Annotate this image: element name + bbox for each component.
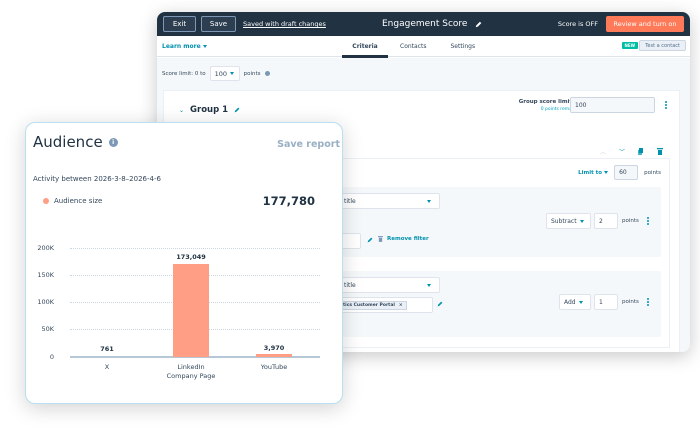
saved-draft-link[interactable]: Saved with draft changes — [243, 20, 326, 28]
limit-to-input[interactable]: 60 — [614, 165, 639, 180]
card-title-text: Audience — [33, 133, 103, 151]
bar-value-label: 173,049 — [176, 253, 206, 261]
audience-card: Audience i Save report Activity between … — [25, 122, 343, 404]
chip-label: tics Customer Portal — [343, 303, 395, 308]
info-icon[interactable]: i — [108, 137, 118, 147]
chevron-down-icon — [202, 44, 207, 48]
info-icon[interactable] — [264, 71, 270, 76]
score-limit-value: 100 — [214, 69, 228, 78]
grid-line — [70, 248, 320, 249]
y-tick: 150K — [37, 271, 54, 279]
group-score-limit-input[interactable]: 100 — [570, 97, 655, 113]
score-limit-row: Score limit: 0 to 100 points — [162, 66, 270, 81]
learn-more-label: Learn more — [162, 42, 201, 50]
filter-value-chip: tics Customer Portal × — [339, 301, 407, 310]
edit-title-icon[interactable] — [475, 21, 482, 28]
points-input[interactable]: 1 — [594, 294, 618, 310]
score-limit-select[interactable]: 100 — [209, 66, 240, 81]
filter-more-icon[interactable] — [647, 217, 649, 226]
new-badge: NEW — [621, 42, 638, 49]
points-unit: points — [622, 218, 639, 224]
y-tick: 100K — [37, 298, 54, 306]
property-select[interactable]: title — [335, 193, 440, 209]
activity-date-range: Activity between 2026-3-8–2026-4-6 — [33, 175, 161, 183]
remove-filter-button[interactable]: Remove filter — [378, 236, 429, 242]
limit-to-row: Limit to 60 points — [578, 165, 661, 180]
page-title-text: Engagement Score — [382, 19, 468, 29]
review-and-turn-on-button[interactable]: Review and turn on — [606, 16, 684, 32]
tab-settings[interactable]: Settings — [450, 43, 476, 50]
edit-filter-icon[interactable] — [367, 237, 373, 243]
x-axis — [70, 356, 320, 358]
move-up-icon[interactable]: ︿ — [599, 149, 606, 156]
bar-linkedin[interactable] — [173, 264, 209, 357]
group-score-limit: Group score limit +/- 0 points remaining — [519, 99, 583, 112]
x-category-label: LinkedIn Company Page — [166, 363, 216, 380]
audience-bar-chart: 200K 150K 100K 50K 0 761 173,049 3,970 X… — [26, 243, 344, 403]
limit-to-dropdown[interactable]: Limit to — [578, 169, 609, 176]
chart-legend: Audience size — [43, 197, 102, 205]
operation-value: Subtract — [551, 217, 577, 225]
y-tick: 200K — [37, 244, 54, 252]
bar-value-label: 761 — [100, 345, 114, 353]
chevron-down-icon — [230, 72, 235, 75]
remove-filter-label: Remove filter — [387, 236, 429, 242]
edit-filter-icon[interactable] — [437, 301, 443, 307]
operation-select[interactable]: Add — [559, 294, 591, 310]
limit-to-unit: points — [644, 169, 661, 176]
move-down-icon[interactable]: ﹀ — [618, 149, 625, 156]
points-remaining: 0 points remaining — [540, 107, 583, 112]
group-more-icon[interactable] — [665, 101, 667, 110]
chevron-down-icon — [578, 300, 583, 304]
property-value: title — [344, 197, 356, 205]
operation-select[interactable]: Subtract — [546, 213, 591, 229]
save-button[interactable]: Save — [201, 16, 236, 32]
x-category-label: YouTube — [260, 363, 288, 371]
save-report-button[interactable]: Save report — [277, 139, 340, 150]
group-title: Group 1 — [190, 105, 229, 115]
legend-swatch — [43, 198, 49, 204]
filter-value-input[interactable]: tics Customer Portal × — [335, 297, 433, 313]
x-category-label: X — [104, 363, 110, 371]
criteria-toolbar: ︿ ﹀ — [600, 147, 663, 156]
score-limit-unit: points — [243, 70, 261, 77]
nav-bar: Learn more Criteria Contacts Settings NE… — [157, 36, 690, 58]
property-select[interactable]: title — [335, 277, 440, 293]
card-title: Audience i — [33, 133, 118, 151]
limit-to-label: Limit to — [578, 169, 603, 176]
legend-label: Audience size — [54, 197, 103, 205]
remove-chip-icon[interactable]: × — [398, 303, 403, 308]
audience-total: 177,780 — [262, 194, 315, 208]
top-bar: Exit Save Saved with draft changes Engag… — [157, 12, 690, 36]
edit-group-icon[interactable] — [234, 107, 240, 113]
operation-value: Add — [564, 298, 576, 306]
score-status: Score is OFF — [557, 20, 598, 28]
chevron-down-icon — [427, 284, 431, 287]
tab-list: Criteria Contacts Settings — [342, 36, 487, 58]
bar-youtube[interactable] — [256, 354, 292, 357]
points-unit: points — [622, 299, 639, 305]
page-title: Engagement Score — [382, 19, 482, 29]
collapse-chevron-icon[interactable]: ⌄ — [179, 106, 185, 114]
y-tick: 50K — [41, 325, 54, 333]
test-contact-button[interactable]: Test a contact — [639, 40, 686, 51]
learn-more-dropdown[interactable]: Learn more — [162, 43, 207, 50]
group-score-limit-label: Group score limit +/- — [518, 99, 583, 105]
bar-value-label: 3,970 — [263, 344, 285, 352]
chevron-down-icon — [427, 200, 431, 203]
chevron-down-icon — [604, 171, 609, 174]
tab-contacts[interactable]: Contacts — [400, 43, 427, 50]
delete-icon[interactable] — [657, 148, 663, 155]
filter-more-icon[interactable] — [647, 298, 649, 307]
points-input[interactable]: 2 — [594, 213, 618, 229]
property-value: title — [344, 281, 356, 289]
chevron-down-icon — [579, 219, 584, 223]
trash-icon — [378, 236, 383, 242]
tab-criteria[interactable]: Criteria — [342, 36, 388, 58]
group-header: ⌄ Group 1 — [179, 105, 240, 115]
clone-icon[interactable] — [638, 148, 644, 155]
y-tick: 0 — [49, 353, 54, 361]
score-limit-label: Score limit: 0 to — [162, 70, 206, 77]
exit-button[interactable]: Exit — [163, 16, 196, 32]
